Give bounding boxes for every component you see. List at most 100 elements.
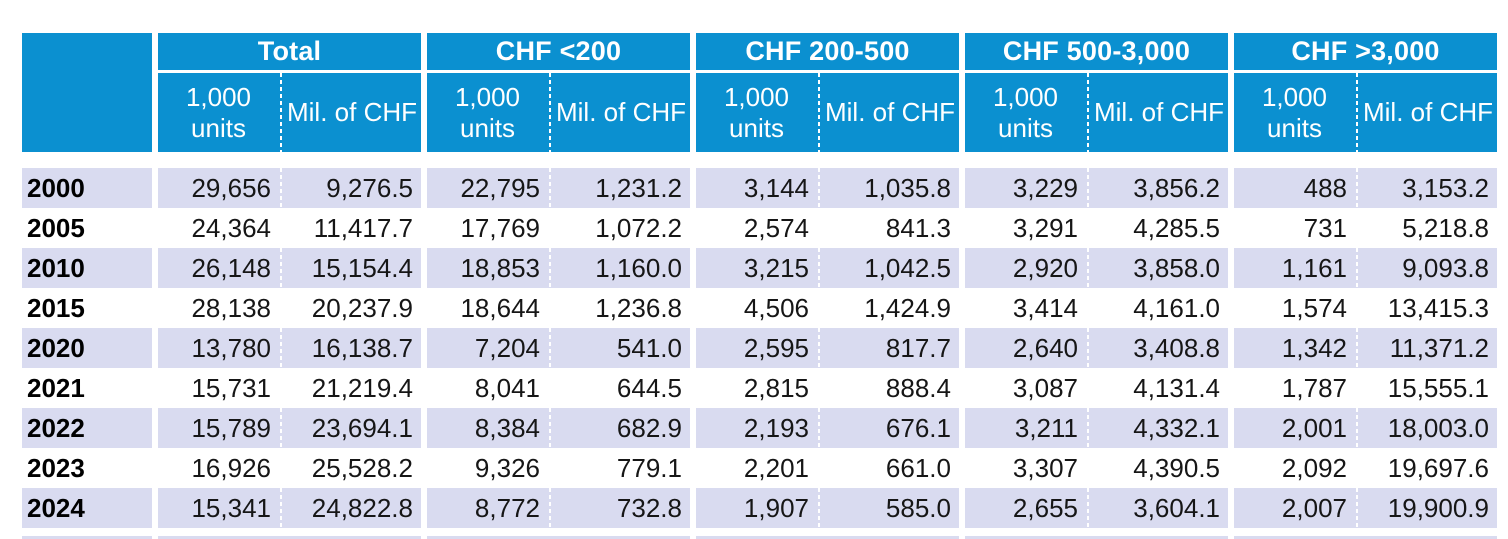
next-row-sliver [696,536,959,539]
units-cell: 7,204 [427,328,548,368]
mil-chf-cell: 3,408.8 [1090,328,1228,368]
units-cell: 22,795 [427,168,548,208]
mil-chf-cell: 644.5 [616,372,682,403]
units-cell: 3,144 [696,168,817,208]
units-cell: 15,789 [158,408,279,448]
units-cell: 3,291 [1012,212,1078,243]
column-divider [1355,168,1359,208]
units-label-line1: 1,000 [1261,81,1328,112]
next-row-sliver [158,536,421,539]
units-cell: 3,414 [1012,292,1078,323]
units-cell: 731 [1303,212,1347,243]
column-divider [548,168,552,208]
column-divider [1086,408,1090,448]
units-cell: 2,201 [743,452,809,483]
year-cell: 2020 [22,328,152,368]
mil-chf-cell: 661.0 [885,452,951,483]
mil-chf-cell: 25,528.2 [311,452,413,483]
column-divider [548,328,552,368]
column-divider [817,408,821,448]
column-divider [817,73,821,152]
subheader-mil-chf: Mil. of CHF [1359,73,1497,152]
units-label-line1: 1,000 [454,81,521,112]
next-row-sliver [22,536,152,539]
mil-chf-cell: 15,154.4 [283,248,421,288]
column-divider [279,408,283,448]
units-cell: 17,769 [460,212,540,243]
year-cell: 2000 [22,168,152,208]
mil-chf-cell: 24,822.8 [283,488,421,528]
units-label-line2: units [729,112,784,143]
column-divider [817,208,821,248]
column-divider [1086,488,1090,528]
mil-chf-cell: 1,160.0 [552,248,690,288]
year-cell: 2022 [22,408,152,448]
units-cell: 2,193 [696,408,817,448]
units-cell: 488 [1234,168,1355,208]
year-cell: 2005 [27,212,85,243]
column-divider [548,368,552,408]
year-cell: 2024 [22,488,152,528]
column-divider [1086,168,1090,208]
units-cell: 1,907 [696,488,817,528]
units-cell: 2,007 [1234,488,1355,528]
subheader-mil-chf: Mil. of CHF [283,73,421,152]
mil-chf-cell: 1,072.2 [595,212,682,243]
column-divider [548,208,552,248]
mil-chf-cell: 817.7 [821,328,959,368]
column-divider [1355,208,1359,248]
column-divider [1355,73,1359,152]
column-divider [1355,408,1359,448]
column-divider [1086,328,1090,368]
units-label-line2: units [460,112,515,143]
mil-chf-cell: 779.1 [616,452,682,483]
mil-chf-cell: 5,218.8 [1402,212,1489,243]
column-divider [1086,288,1090,328]
mil-chf-cell: 841.3 [885,212,951,243]
column-divider [548,288,552,328]
units-cell: 18,644 [460,292,540,323]
mil-chf-cell: 676.1 [821,408,959,448]
subheader-units: 1,000 units [965,73,1086,152]
units-cell: 8,384 [427,408,548,448]
column-divider [817,488,821,528]
column-divider [279,248,283,288]
column-divider [817,368,821,408]
mil-chf-cell: 19,697.6 [1387,452,1489,483]
column-divider [1355,288,1359,328]
units-label-line1: 1,000 [185,81,252,112]
units-cell: 2,655 [965,488,1086,528]
column-divider [817,168,821,208]
column-divider [817,288,821,328]
units-cell: 18,853 [427,248,548,288]
mil-chf-cell: 13,415.3 [1387,292,1489,323]
group-header-chf-200-500: CHF 200-500 [696,33,959,70]
units-cell: 8,041 [474,372,540,403]
subheader-mil-chf: Mil. of CHF [1090,73,1228,152]
units-cell: 16,926 [191,452,271,483]
column-divider [548,448,552,488]
mil-chf-cell: 732.8 [552,488,690,528]
units-cell: 28,138 [191,292,271,323]
units-cell: 3,215 [696,248,817,288]
column-divider [1355,448,1359,488]
column-divider [548,248,552,288]
mil-chf-cell: 9,276.5 [283,168,421,208]
units-cell: 3,087 [1012,372,1078,403]
column-divider [1086,208,1090,248]
column-divider [279,488,283,528]
column-divider [1086,448,1090,488]
units-label-line1: 1,000 [992,81,1059,112]
column-divider [1086,73,1090,152]
mil-chf-cell: 888.4 [885,372,951,403]
mil-chf-cell: 1,035.8 [821,168,959,208]
price-category-table: Total CHF <200 CHF 200-500 CHF 500-3,000… [22,33,1503,539]
column-divider [279,168,283,208]
next-row-sliver [1234,536,1497,539]
mil-chf-cell: 4,161.0 [1133,292,1220,323]
units-cell: 2,640 [965,328,1086,368]
units-cell: 2,920 [965,248,1086,288]
units-cell: 1,574 [1281,292,1347,323]
column-divider [817,248,821,288]
